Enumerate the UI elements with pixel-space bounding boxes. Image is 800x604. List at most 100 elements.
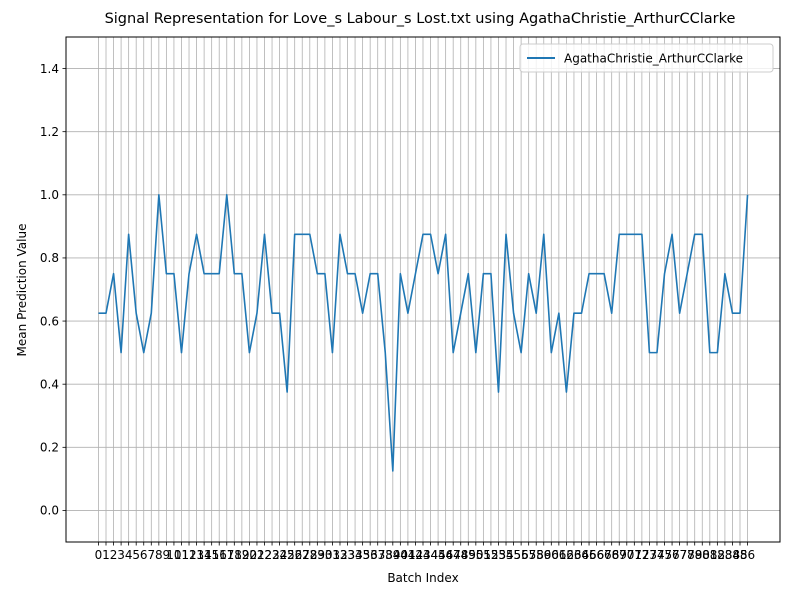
x-tick-label: 10 (166, 548, 181, 562)
x-tick-label: 33 (340, 548, 355, 562)
x-tick-label: 63 (566, 548, 581, 562)
x-tick-label: 83 (717, 548, 732, 562)
x-tick-label: 12 (181, 548, 196, 562)
x-tick-label: 73 (642, 548, 657, 562)
x-tick-label: 23 (264, 548, 279, 562)
x-tick-label: 49 (461, 548, 476, 562)
x-tick-label: 67 (597, 548, 612, 562)
x-tick-label: 59 (536, 548, 551, 562)
x-tick-label: 2 (110, 548, 118, 562)
x-tick-label: 69 (612, 548, 627, 562)
x-tick-label: 55 (506, 548, 521, 562)
x-tick-label: 61 (551, 548, 566, 562)
x-tick-label: 78 (680, 548, 695, 562)
legend-label: AgathaChristie_ArthurCClarke (564, 52, 743, 66)
x-tick-label: 76 (664, 548, 679, 562)
x-tick-label: 79 (687, 548, 702, 562)
x-tick-label: 51 (476, 548, 491, 562)
y-tick-label: 0.2 (40, 441, 59, 455)
x-tick-label: 56 (513, 548, 528, 562)
y-tick-label: 0.4 (40, 377, 59, 391)
x-tick-label: 52 (483, 548, 498, 562)
x-tick-label: 62 (559, 548, 574, 562)
x-tick-label: 26 (287, 548, 302, 562)
grid-lines (66, 37, 780, 542)
y-tick-label: 1.0 (40, 188, 59, 202)
x-tick-label: 5 (132, 548, 140, 562)
x-tick-label: 74 (649, 548, 664, 562)
x-tick-label: 17 (219, 548, 234, 562)
x-tick-label: 9 (163, 548, 171, 562)
x-tick-label: 60 (544, 548, 559, 562)
x-tick-label: 32 (332, 548, 347, 562)
x-tick-label: 24 (272, 548, 287, 562)
x-tick-label: 65 (581, 548, 596, 562)
x-tick-label: 45 (430, 548, 445, 562)
x-tick-label: 25 (280, 548, 295, 562)
x-tick-label: 28 (302, 548, 317, 562)
x-tick-label: 7 (147, 548, 155, 562)
x-tick-label: 1 (102, 548, 110, 562)
x-tick-label: 58 (529, 548, 544, 562)
x-tick-label: 80 (695, 548, 710, 562)
x-tick-label: 3 (117, 548, 125, 562)
x-tick-label: 29 (310, 548, 325, 562)
legend-box (519, 43, 774, 73)
x-tick-label: 41 (400, 548, 415, 562)
x-tick-label: 48 (453, 548, 468, 562)
x-tick-label: 46 (438, 548, 453, 562)
x-axis-ticks: 0 1 2 3 4 5 6 7 8 9101112131415161718192021222324… (95, 542, 755, 562)
x-tick-label: 44 (423, 548, 438, 562)
x-tick-label: 47 (446, 548, 461, 562)
y-tick-label: 0.0 (40, 504, 59, 518)
x-tick-label: 37 (370, 548, 385, 562)
x-tick-label: 84 (725, 548, 740, 562)
x-tick-label: 21 (249, 548, 264, 562)
x-tick-label: 14 (196, 548, 211, 562)
x-tick-label: 16 (212, 548, 227, 562)
y-tick-label: 1.2 (40, 125, 59, 139)
x-tick-label: 4 (125, 548, 133, 562)
x-tick-label: 22 (257, 548, 272, 562)
y-axis-label: Mean Prediction Value (15, 224, 29, 357)
x-tick-label: 11 (174, 548, 189, 562)
x-tick-label: 18 (227, 548, 242, 562)
x-tick-label: 42 (408, 548, 423, 562)
x-tick-label: 8 (155, 548, 163, 562)
x-tick-label: 71 (627, 548, 642, 562)
x-tick-label: 66 (589, 548, 604, 562)
x-tick-label: 77 (672, 548, 687, 562)
x-tick-label: 13 (189, 548, 204, 562)
x-tick-label: 43 (415, 548, 430, 562)
x-tick-label: 36 (363, 548, 378, 562)
x-tick-label: 86 (740, 548, 755, 562)
y-tick-label: 1.4 (40, 62, 59, 76)
x-tick-label: 82 (710, 548, 725, 562)
legend: AgathaChristie_ArthurCClarke (519, 43, 774, 73)
x-tick-label: 53 (491, 548, 506, 562)
x-tick-label: 72 (634, 548, 649, 562)
x-tick-label: 38 (378, 548, 393, 562)
y-axis-ticks: 0.0 0.2 0.4 0.6 0.8 1.0 1.2 1.4 (40, 62, 66, 518)
x-tick-label: 64 (574, 548, 589, 562)
x-tick-label: 50 (468, 548, 483, 562)
chart-title: Signal Representation for Love_s Labour_… (105, 11, 736, 27)
x-tick-label: 57 (521, 548, 536, 562)
x-tick-label: 30 (317, 548, 332, 562)
series-line (98, 194, 749, 472)
x-tick-label: 70 (619, 548, 634, 562)
x-tick-label: 75 (657, 548, 672, 562)
x-tick-label: 39 (385, 548, 400, 562)
x-axis-label: Batch Index (387, 571, 458, 585)
x-tick-label: 0 (95, 548, 103, 562)
x-tick-label: 35 (355, 548, 370, 562)
x-tick-label: 27 (295, 548, 310, 562)
x-tick-label: 85 (732, 548, 747, 562)
x-tick-label: 19 (234, 548, 249, 562)
x-tick-label: 40 (393, 548, 408, 562)
x-tick-label: 6 (140, 548, 148, 562)
x-tick-label: 15 (204, 548, 219, 562)
x-tick-label: 81 (702, 548, 717, 562)
